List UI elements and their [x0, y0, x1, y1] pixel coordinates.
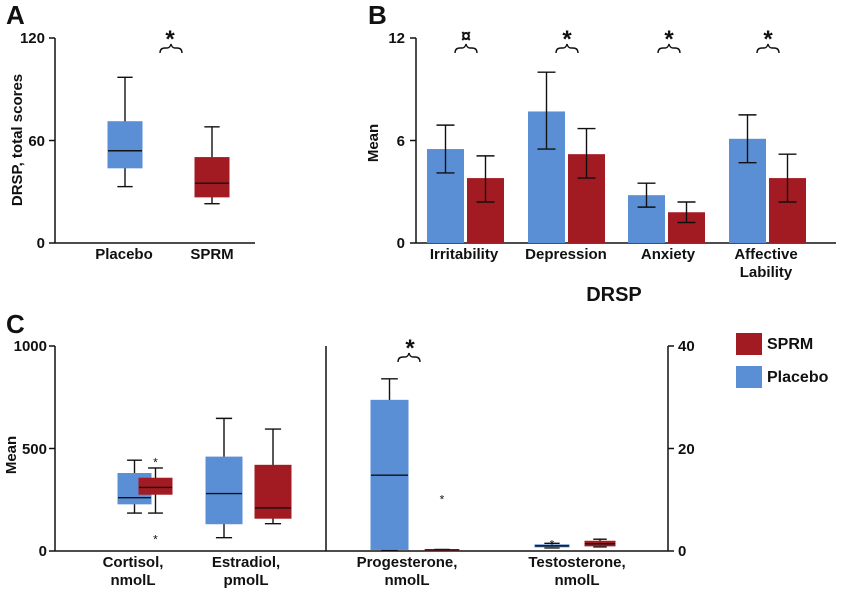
a-y-axis-title: DRSP, total scores — [9, 74, 26, 206]
data-marks: * * * * — [107, 71, 806, 552]
a-box-sprm-box — [194, 157, 230, 198]
c-xtick-label: nmolL — [385, 572, 430, 589]
b-xtick-label: Anxiety — [641, 246, 696, 263]
c-significance-brace — [397, 352, 421, 363]
panel-c-label: C — [6, 309, 25, 339]
b-significance-star: * — [562, 26, 572, 53]
legend-label-sprm: SPRM — [767, 336, 813, 353]
b-ytick-label: 12 — [388, 30, 405, 47]
c-left-ytick-label: 0 — [39, 543, 47, 560]
b-significance-star: * — [664, 26, 674, 53]
b-significance-marker: ¤ — [461, 26, 471, 46]
panel-c-chart: 1000 500 0 40 20 0 Mean Cortisol, nmolL … — [3, 335, 695, 589]
c-box-sprm-outlier: * — [153, 533, 158, 547]
c-box-sprm-box — [138, 477, 173, 495]
c-left-ytick-label: 500 — [22, 441, 47, 458]
b-xtick-label: Depression — [525, 246, 607, 263]
c-xtick-label: Testosterone, — [528, 554, 625, 571]
c-box-sprm-outlier: * — [153, 455, 158, 469]
c-y-axis-title: Mean — [3, 436, 20, 474]
c-box-sprm-box — [254, 464, 292, 519]
panel-b-label: B — [368, 0, 387, 30]
c-xtick-label: Cortisol, — [103, 554, 164, 571]
c-xtick-label: pmolL — [224, 572, 269, 589]
b-xtick-label: Lability — [740, 264, 793, 281]
b-brace — [555, 43, 579, 54]
b-ytick-label: 0 — [397, 235, 405, 252]
panel-b-chart: 12 6 0 Mean Irritability Depression Anxi… — [365, 26, 836, 306]
a-xtick-label: SPRM — [190, 246, 233, 263]
c-right-ytick-label: 40 — [678, 338, 695, 355]
legend-swatch-sprm — [736, 333, 762, 355]
c-box-sprm-outlier: * — [440, 493, 445, 507]
c-xtick-label: nmolL — [111, 572, 156, 589]
b-brace — [756, 43, 780, 54]
b-significance-star: * — [763, 26, 773, 53]
c-box-placebo-outlier: * — [550, 537, 555, 551]
b-ytick-label: 6 — [397, 133, 405, 150]
a-xtick-label: Placebo — [95, 246, 153, 263]
b-x-axis-title: DRSP — [586, 284, 642, 306]
legend-swatch-placebo — [736, 366, 762, 388]
c-left-ytick-label: 1000 — [14, 338, 47, 355]
c-right-ytick-label: 0 — [678, 543, 686, 560]
b-brace — [454, 43, 478, 54]
a-box-placebo-box — [107, 121, 143, 169]
a-ytick-label: 0 — [37, 235, 45, 252]
b-y-axis-title: Mean — [365, 124, 382, 162]
legend: SPRM Placebo — [736, 333, 829, 388]
panel-a-chart: 120 60 0 DRSP, total scores Placebo SPRM… — [9, 26, 255, 263]
a-ytick-label: 120 — [20, 30, 45, 47]
b-xtick-label: Irritability — [430, 246, 499, 263]
c-box-placebo-box — [205, 456, 243, 525]
panel-a-label: A — [6, 0, 25, 30]
c-xtick-label: Estradiol, — [212, 554, 280, 571]
c-significance-star: * — [405, 335, 415, 362]
b-xtick-label: Affective — [734, 246, 797, 263]
legend-label-placebo: Placebo — [767, 369, 829, 386]
c-xtick-label: nmolL — [555, 572, 600, 589]
a-ytick-label: 60 — [28, 133, 45, 150]
b-brace — [657, 43, 681, 54]
a-significance-brace — [159, 43, 183, 54]
a-significance-star: * — [165, 26, 175, 53]
c-right-ytick-label: 20 — [678, 441, 695, 458]
c-xtick-label: Progesterone, — [357, 554, 458, 571]
